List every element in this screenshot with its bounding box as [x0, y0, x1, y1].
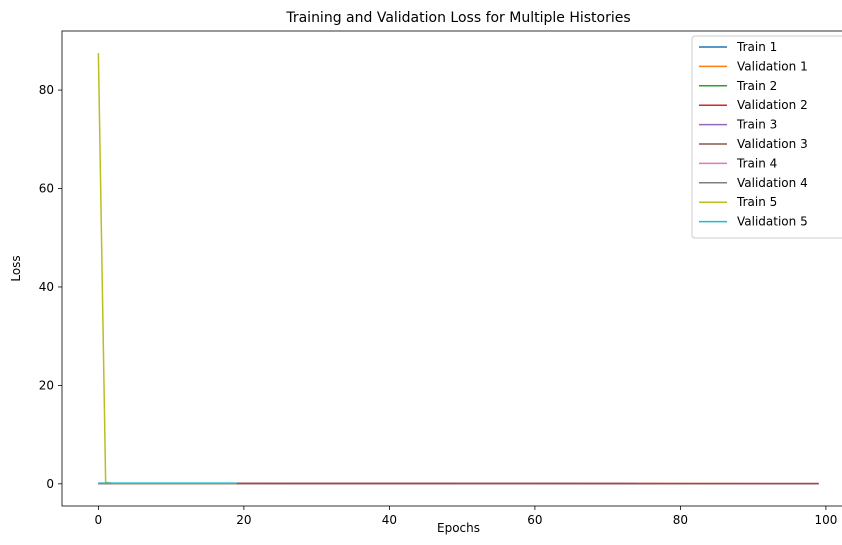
x-tick-label: 40 — [382, 513, 397, 527]
chart-title: Training and Validation Loss for Multipl… — [285, 10, 630, 26]
series-line-9 — [97, 53, 237, 485]
x-tick-label: 100 — [814, 513, 837, 527]
plot-area — [97, 53, 819, 485]
legend-entry: Validation 3 — [737, 137, 808, 151]
x-tick-label: 0 — [95, 513, 103, 527]
x-axis: 0 20 40 60 80 100 — [95, 506, 837, 527]
legend-entry: Train 2 — [736, 79, 777, 93]
x-tick-label: 80 — [673, 513, 688, 527]
legend-entry: Train 3 — [736, 118, 777, 132]
y-tick-label: 80 — [39, 83, 54, 97]
legend-entry: Validation 1 — [737, 59, 808, 73]
y-tick-label: 60 — [39, 182, 54, 196]
y-tick-label: 40 — [39, 280, 54, 294]
y-axis: 0 20 40 60 80 — [39, 83, 62, 491]
x-axis-label: Epochs — [437, 521, 480, 535]
legend-box — [691, 35, 842, 239]
x-tick-label: 20 — [236, 513, 251, 527]
x-tick-label: 60 — [527, 513, 542, 527]
legend-entry: Train 4 — [736, 156, 777, 170]
legend-entry: Validation 4 — [737, 176, 808, 190]
y-tick-label: 0 — [46, 477, 54, 491]
legend-entry: Validation 2 — [737, 98, 808, 112]
axes-frame — [61, 30, 842, 507]
legend-entry: Train 1 — [736, 40, 777, 54]
legend: Train 1 Validation 1 Train 2 Validation 2 Tr… — [691, 35, 842, 239]
legend-entry: Validation 5 — [737, 215, 808, 229]
y-tick-label: 20 — [39, 378, 54, 392]
y-axis-label: Loss — [9, 255, 23, 281]
legend-entry: Train 5 — [736, 195, 777, 209]
